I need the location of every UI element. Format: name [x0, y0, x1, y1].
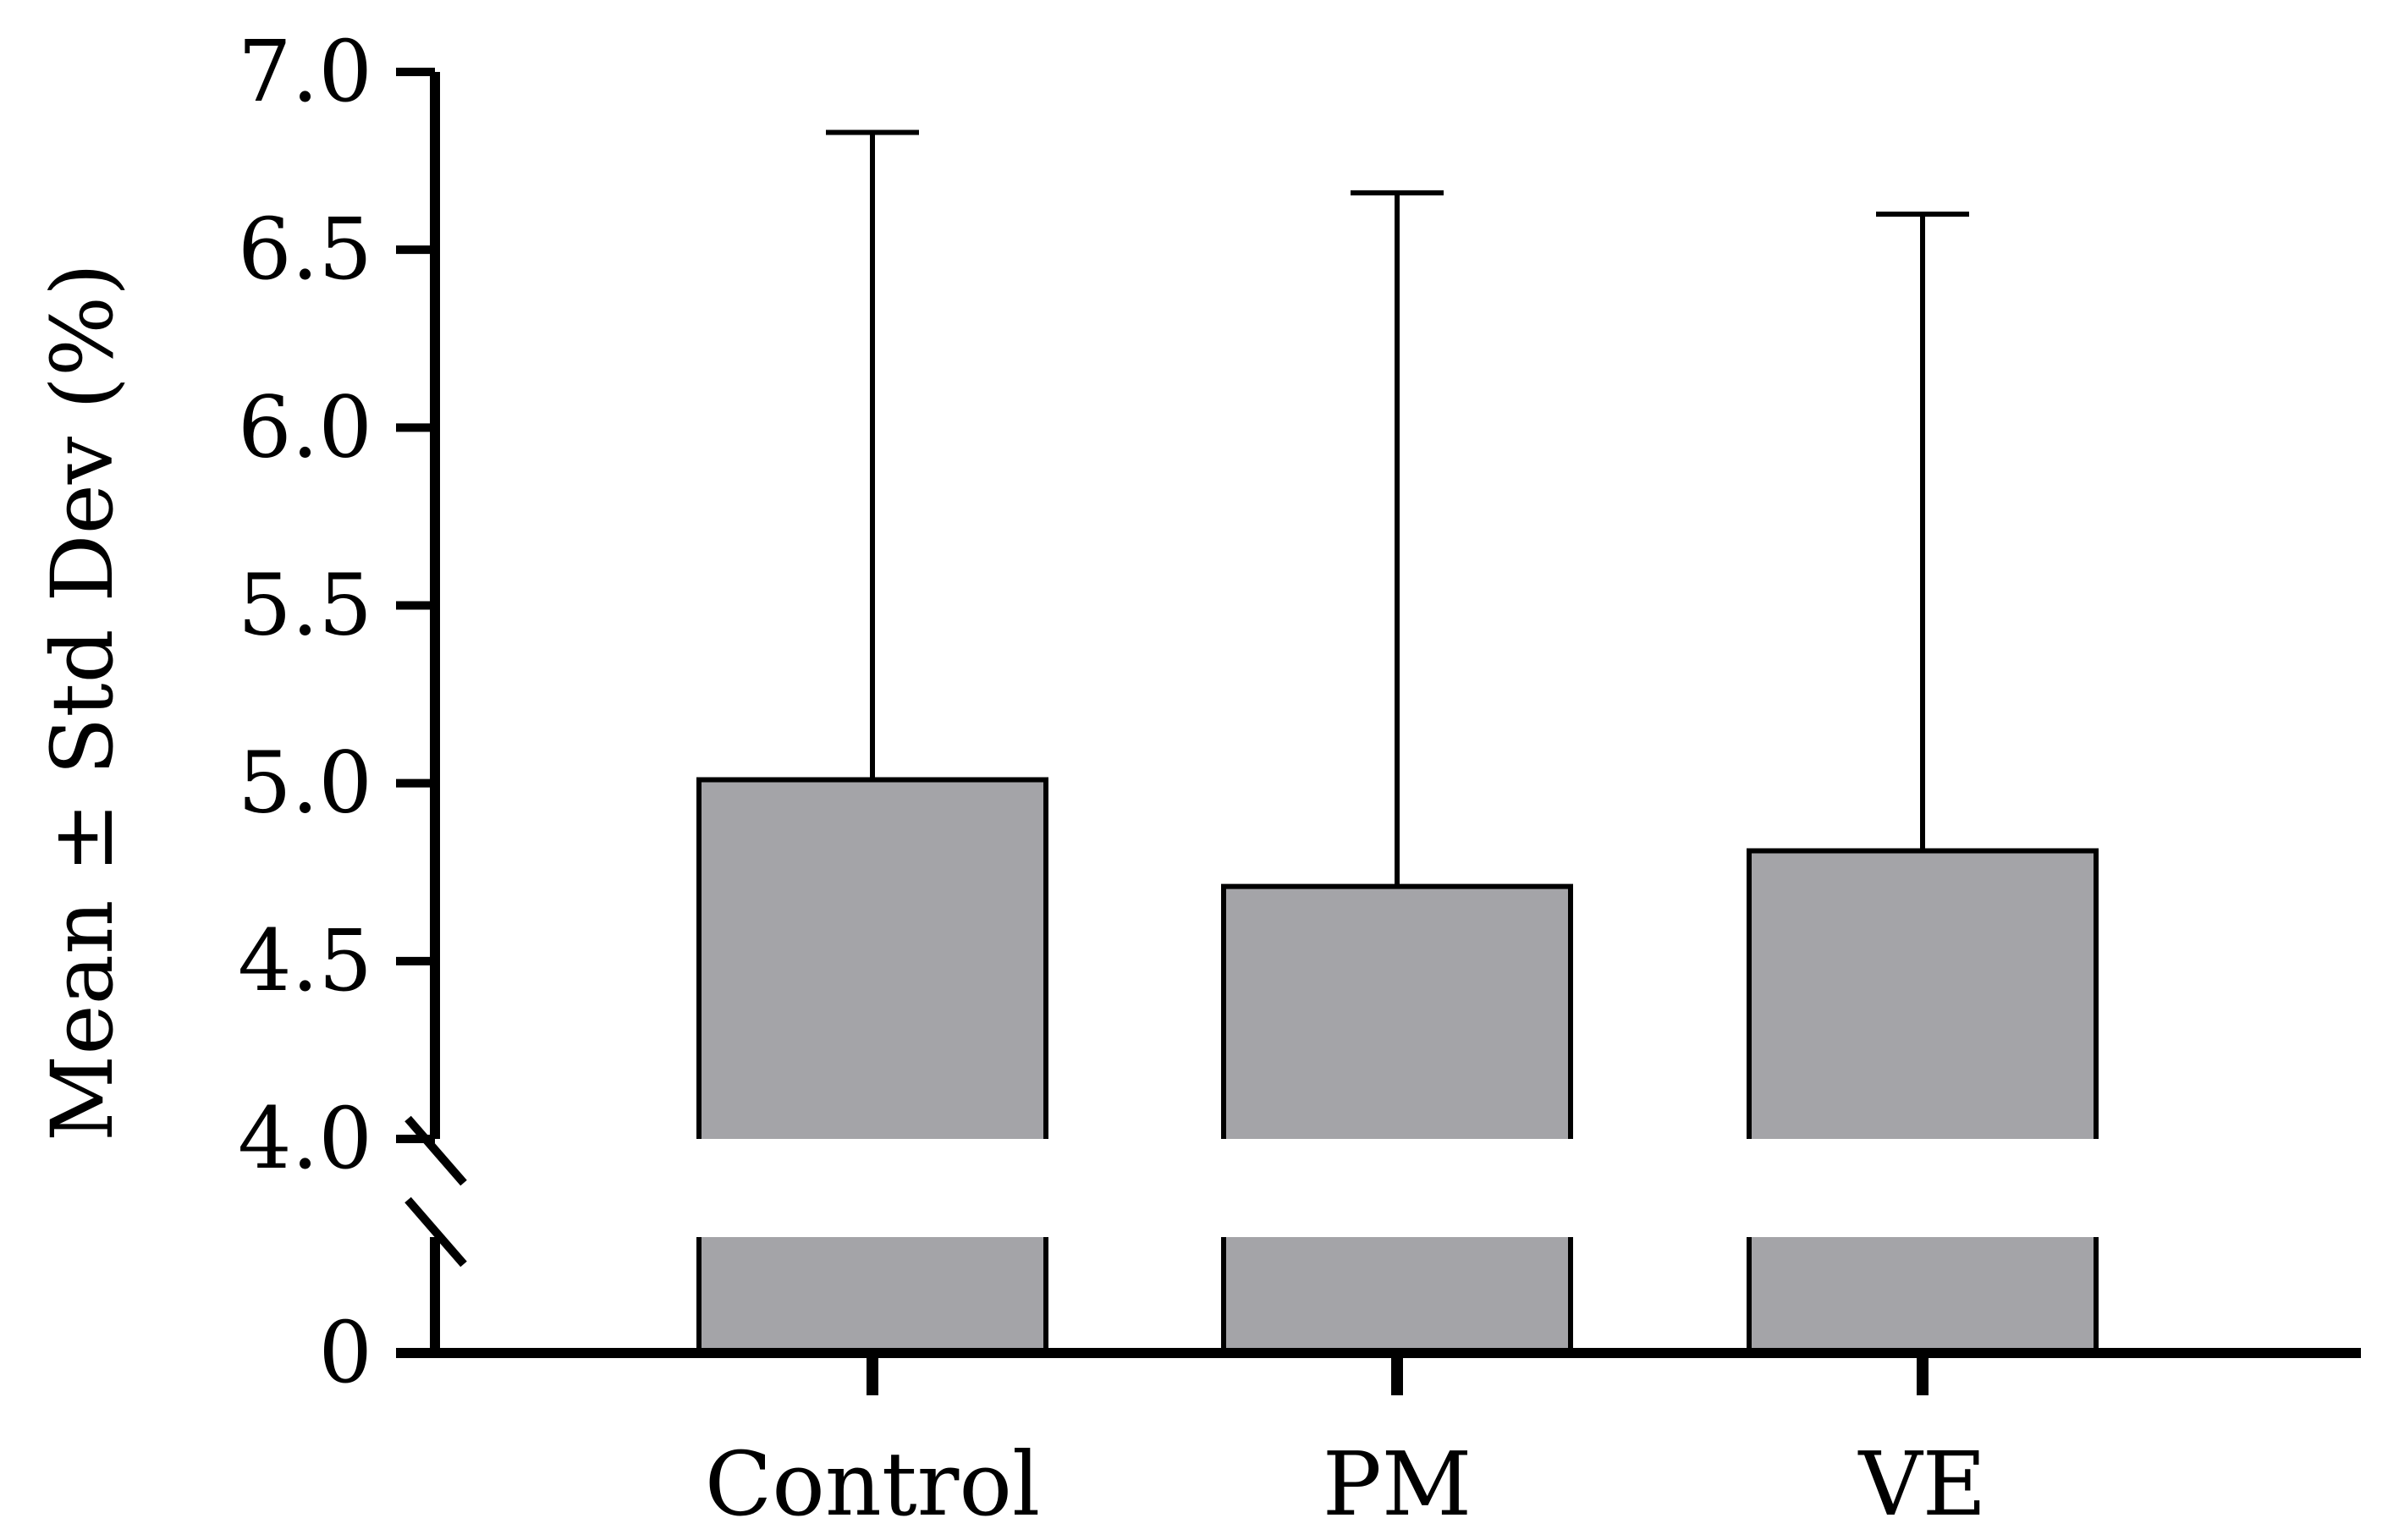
bars-layer	[696, 129, 2099, 1353]
bar-upper-ve	[1749, 850, 2096, 1139]
y-axis-title: Mean ± Std Dev (%)	[33, 263, 132, 1141]
x-tick-label-pm: PM	[1323, 1433, 1472, 1536]
y-tick-label-4.5: 4.5	[238, 911, 372, 1010]
bar-upper-control	[699, 779, 1046, 1139]
bar-outline-lower-control	[696, 1237, 1048, 1353]
labels-layer: Control PM VE 4.0 4.5 5.0 5.5 6.0 6.5 7.0 0	[238, 22, 1987, 1536]
x-tick-label-control: Control	[705, 1433, 1041, 1536]
y-tick-label-7.0: 7.0	[238, 22, 372, 121]
bar-outline-lower-pm	[1221, 1237, 1573, 1353]
bar-lower-ve	[1749, 1237, 2096, 1353]
axis-break-mark-lower	[404, 1196, 467, 1268]
y-tick-label-6.5: 6.5	[238, 200, 372, 299]
bar-lower-pm	[1224, 1237, 1571, 1353]
bar-lower-control	[699, 1237, 1046, 1353]
y-tick-label-5.5: 5.5	[238, 556, 372, 655]
bar-upper-pm	[1224, 886, 1571, 1139]
y-tick-label-5.0: 5.0	[238, 734, 372, 833]
axes-layer	[396, 68, 2361, 1395]
axis-break-mark-upper	[404, 1115, 467, 1186]
y-tick-label-4.0: 4.0	[238, 1089, 372, 1188]
y-tick-label-0: 0	[318, 1303, 372, 1402]
x-tick-label-ve: VE	[1857, 1433, 1986, 1536]
y-tick-label-6.0: 6.0	[238, 377, 372, 476]
bar-outline-lower-ve	[1747, 1237, 2099, 1353]
